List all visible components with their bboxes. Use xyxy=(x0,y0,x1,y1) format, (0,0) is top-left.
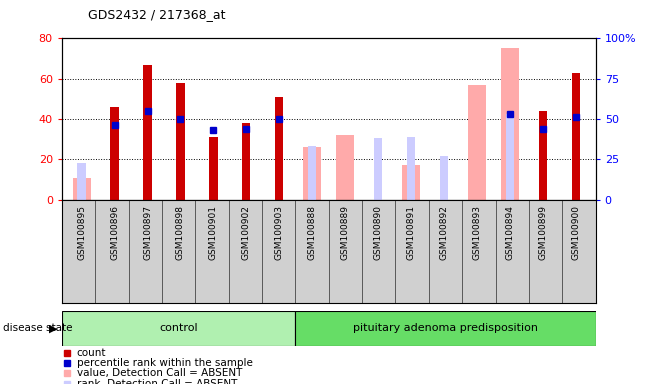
Bar xyxy=(468,85,486,200)
Text: pituitary adenoma predisposition: pituitary adenoma predisposition xyxy=(353,323,538,333)
Bar xyxy=(539,111,547,200)
Text: GSM100894: GSM100894 xyxy=(505,205,514,260)
Bar xyxy=(308,146,316,200)
Bar xyxy=(402,166,420,200)
Text: GSM100892: GSM100892 xyxy=(439,205,449,260)
Bar xyxy=(176,83,185,200)
Bar xyxy=(111,107,118,200)
Text: percentile rank within the sample: percentile rank within the sample xyxy=(77,358,253,368)
Bar xyxy=(296,311,596,346)
Text: GSM100903: GSM100903 xyxy=(275,205,284,260)
Bar xyxy=(62,311,296,346)
Text: value, Detection Call = ABSENT: value, Detection Call = ABSENT xyxy=(77,368,242,378)
Text: GSM100893: GSM100893 xyxy=(473,205,482,260)
Text: count: count xyxy=(77,348,106,358)
Bar xyxy=(72,177,90,200)
Text: GSM100898: GSM100898 xyxy=(176,205,185,260)
Text: GSM100895: GSM100895 xyxy=(77,205,86,260)
Bar xyxy=(303,147,322,200)
Bar xyxy=(407,137,415,200)
Text: GSM100896: GSM100896 xyxy=(110,205,119,260)
Text: GDS2432 / 217368_at: GDS2432 / 217368_at xyxy=(88,8,225,21)
Text: GSM100889: GSM100889 xyxy=(340,205,350,260)
Text: rank, Detection Call = ABSENT: rank, Detection Call = ABSENT xyxy=(77,379,237,384)
Bar xyxy=(506,114,514,200)
Text: ▶: ▶ xyxy=(49,323,57,333)
Text: GSM100899: GSM100899 xyxy=(538,205,547,260)
Text: control: control xyxy=(159,323,198,333)
Bar xyxy=(77,162,86,200)
Bar xyxy=(336,135,354,200)
Bar xyxy=(275,97,283,200)
Bar xyxy=(374,138,382,200)
Text: GSM100900: GSM100900 xyxy=(572,205,581,260)
Bar xyxy=(143,65,152,200)
Bar xyxy=(210,137,217,200)
Text: GSM100888: GSM100888 xyxy=(308,205,317,260)
Text: GSM100891: GSM100891 xyxy=(407,205,415,260)
Bar xyxy=(572,73,580,200)
Text: GSM100901: GSM100901 xyxy=(209,205,218,260)
Text: GSM100897: GSM100897 xyxy=(143,205,152,260)
Text: disease state: disease state xyxy=(3,323,73,333)
Text: GSM100890: GSM100890 xyxy=(374,205,383,260)
Bar xyxy=(440,156,448,200)
Text: GSM100902: GSM100902 xyxy=(242,205,251,260)
Bar xyxy=(501,48,519,200)
Bar xyxy=(242,123,251,200)
